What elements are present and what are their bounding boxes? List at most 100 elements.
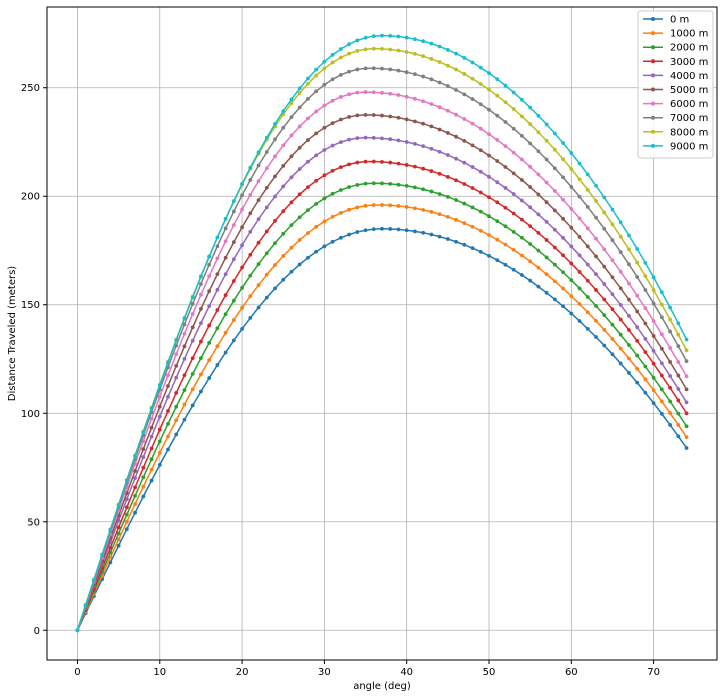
data-point — [388, 33, 393, 38]
data-point — [338, 73, 343, 77]
data-point — [437, 80, 442, 85]
data-point — [659, 315, 664, 320]
data-point — [355, 113, 360, 118]
data-point — [347, 51, 351, 56]
data-point — [371, 159, 376, 164]
data-point — [511, 229, 516, 234]
data-point — [240, 326, 244, 331]
data-point — [651, 319, 656, 323]
data-point — [404, 35, 409, 40]
data-point — [602, 247, 607, 252]
data-point — [248, 273, 253, 278]
x-tick-label: 40 — [400, 667, 413, 678]
data-point — [470, 60, 475, 65]
data-point — [668, 385, 672, 390]
data-point — [289, 223, 294, 228]
data-point — [166, 409, 170, 413]
data-point — [618, 361, 623, 366]
data-point — [149, 434, 154, 439]
data-point — [495, 219, 500, 223]
data-point — [116, 543, 121, 548]
data-point — [627, 233, 631, 238]
data-point — [618, 220, 623, 225]
data-point — [627, 313, 631, 318]
data-point — [684, 359, 689, 364]
data-point — [231, 199, 236, 203]
data-point — [445, 153, 450, 157]
data-point — [215, 363, 220, 367]
data-point — [413, 72, 417, 77]
data-point — [684, 348, 689, 353]
data-point — [330, 191, 335, 196]
data-point — [371, 203, 376, 207]
data-point — [133, 485, 137, 490]
data-point — [454, 112, 458, 117]
data-point — [157, 439, 162, 444]
data-point — [347, 69, 351, 74]
data-point — [207, 376, 212, 380]
data-point — [544, 272, 549, 277]
data-point — [528, 185, 533, 189]
data-point — [322, 219, 327, 224]
data-point — [520, 157, 524, 162]
data-point — [182, 356, 187, 361]
data-point — [569, 278, 574, 283]
data-point — [602, 297, 607, 302]
data-point — [215, 256, 220, 261]
data-point — [190, 387, 195, 392]
data-point — [544, 180, 549, 185]
data-point — [577, 234, 582, 239]
x-tick-label: 70 — [647, 667, 660, 678]
data-point — [454, 217, 458, 222]
data-point — [627, 281, 631, 286]
data-point — [421, 39, 426, 44]
data-point — [371, 181, 376, 186]
data-point — [273, 219, 277, 223]
data-point — [659, 290, 664, 295]
data-point — [363, 228, 368, 233]
data-point — [594, 318, 598, 323]
data-point — [635, 366, 640, 371]
data-point — [585, 226, 590, 231]
legend-label: 9000 m — [670, 141, 708, 152]
data-point — [149, 478, 154, 483]
data-point — [676, 344, 681, 349]
data-point — [355, 205, 360, 210]
legend-marker — [651, 31, 655, 36]
data-point — [355, 230, 360, 234]
data-point — [380, 33, 384, 38]
data-point — [437, 171, 442, 176]
data-point — [256, 305, 261, 310]
data-point — [585, 244, 590, 249]
data-point — [618, 286, 623, 291]
data-point — [536, 212, 541, 217]
data-point — [330, 239, 335, 244]
data-point — [314, 67, 319, 72]
data-point — [223, 272, 228, 277]
data-point — [355, 183, 360, 187]
legend-item: 1000 m — [643, 29, 708, 40]
data-point — [627, 262, 631, 267]
data-point — [157, 450, 162, 455]
x-tick-label: 20 — [236, 667, 249, 678]
data-point — [511, 247, 516, 252]
data-point — [124, 497, 129, 502]
data-point — [322, 59, 327, 64]
data-point — [561, 253, 565, 258]
data-point — [602, 264, 607, 269]
data-point — [561, 197, 565, 202]
data-point — [199, 282, 203, 286]
data-point — [248, 294, 253, 298]
data-point — [396, 204, 401, 208]
data-point — [585, 310, 590, 315]
data-point — [495, 159, 500, 163]
data-point — [396, 68, 401, 73]
data-point — [199, 339, 203, 344]
data-point — [396, 227, 401, 232]
data-point — [470, 224, 475, 229]
data-point — [248, 192, 253, 197]
data-point — [470, 143, 475, 148]
data-point — [536, 230, 541, 235]
data-point — [635, 380, 640, 385]
data-point — [487, 153, 491, 158]
